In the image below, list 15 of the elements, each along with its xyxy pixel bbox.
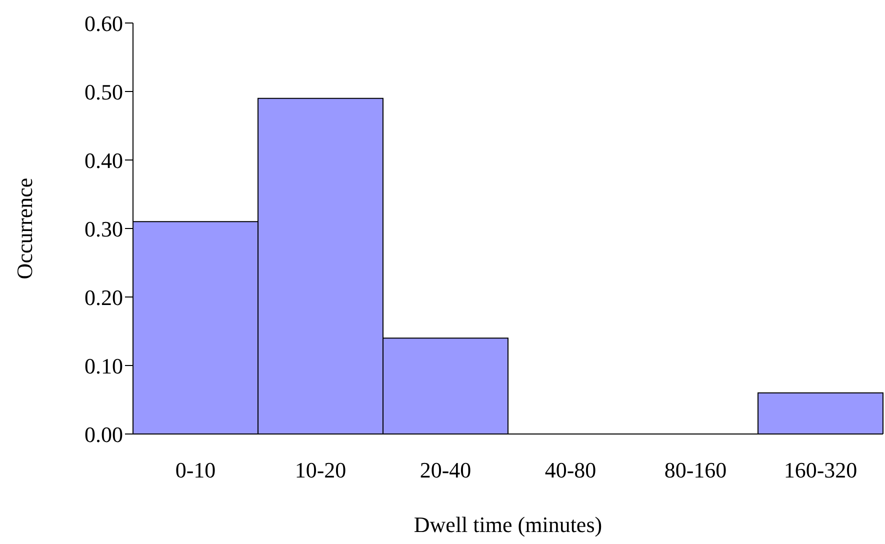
y-tick-label: 0.00 <box>84 422 123 447</box>
y-axis-title: Occurrence <box>12 178 37 280</box>
x-tick-label: 10-20 <box>294 458 346 483</box>
x-axis-title: Dwell time (minutes) <box>414 512 602 537</box>
x-tick-label: 40-80 <box>544 458 596 483</box>
y-tick-label: 0.50 <box>84 79 123 104</box>
x-tick-label: 160-320 <box>784 458 858 483</box>
x-tick-label: 20-40 <box>420 458 472 483</box>
y-tick-label: 0.40 <box>84 148 123 173</box>
x-tick-label: 0-10 <box>175 458 216 483</box>
x-tick-label: 80-160 <box>664 458 727 483</box>
y-tick-label: 0.10 <box>84 353 123 378</box>
y-tick-label: 0.60 <box>84 10 123 36</box>
y-tick-label: 0.20 <box>84 284 123 310</box>
y-tick-label: 0.30 <box>84 216 123 242</box>
